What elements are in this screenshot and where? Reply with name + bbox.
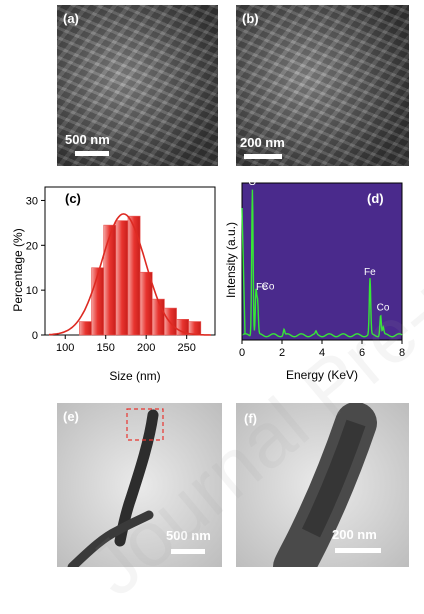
panel-label-d: (d)	[367, 191, 384, 206]
edx-x-axis-label: Energy (KeV)	[286, 368, 358, 382]
scale-text-a: 500 nm	[65, 132, 110, 147]
histogram-bar	[103, 224, 117, 336]
histogram-bar	[139, 271, 153, 336]
histogram-x-axis-label: Size (nm)	[109, 369, 160, 383]
edx-x-tick-label: 6	[359, 347, 365, 359]
histogram-y-tick-label: 0	[32, 330, 38, 342]
scale-text-e: 500 nm	[166, 528, 211, 543]
edx-x-tick-label: 2	[279, 347, 285, 359]
edx-y-axis-label: Intensity (a.u.)	[224, 222, 238, 298]
sem-image-b: (b) 200 nm	[236, 5, 409, 166]
scale-bar-f	[335, 548, 381, 553]
histogram-x-tick-label: 250	[177, 342, 195, 354]
histogram-bar	[127, 215, 141, 336]
edx-peak-label: Fe	[256, 282, 268, 293]
scale-bar-e	[171, 549, 205, 554]
panel-label-e: (e)	[63, 409, 79, 424]
edx-x-tick-label: 8	[399, 347, 405, 359]
edx-spectrum-line	[241, 189, 403, 338]
histogram-bar	[188, 321, 202, 336]
panel-label-b: (b)	[242, 11, 259, 26]
edx-peak-label: Co	[262, 282, 275, 293]
histogram-y-tick-label: 30	[26, 195, 38, 207]
histogram-bar	[164, 307, 177, 336]
edx-x-tick-label: 0	[239, 347, 245, 359]
histogram-bar	[79, 321, 92, 336]
edx-x-tick-label: 4	[319, 347, 325, 359]
histogram-bar	[151, 298, 165, 336]
panel-label-a: (a)	[63, 11, 79, 26]
nanofiber-shape	[67, 408, 164, 567]
scale-bar-b	[244, 154, 282, 159]
edx-plot-area	[241, 182, 403, 341]
tem-image-e: (e) 500 nm	[57, 403, 222, 567]
histogram-bar	[91, 267, 104, 336]
histogram-bar	[115, 220, 129, 336]
panel-label-f: (f)	[244, 411, 257, 426]
size-histogram: 100 150 200 250 0 10 20 30 (c) Size (nm) Percen…	[11, 186, 216, 383]
histogram-x-tick-label: 200	[137, 342, 155, 354]
scale-bar-a	[75, 151, 109, 156]
edx-peak-label: O	[248, 177, 256, 188]
edx-peak-label: Co	[377, 302, 390, 313]
gaussian-fit-curve	[48, 213, 212, 336]
nanofiber-closeup	[273, 403, 377, 567]
histogram-y-axis-label: Percentage (%)	[11, 228, 25, 311]
histogram-y-tick-label: 20	[26, 240, 38, 252]
scale-text-f: 200 nm	[332, 527, 377, 542]
edx-peak-label: Fe	[364, 267, 376, 278]
histogram-x-tick-label: 100	[56, 342, 74, 354]
sem-image-a: (a) 500 nm	[57, 5, 218, 166]
panel-label-c: (c)	[65, 191, 81, 206]
histogram-x-tick-label: 150	[97, 342, 115, 354]
scale-text-b: 200 nm	[240, 135, 285, 150]
tem-image-f: (f) 200 nm	[236, 403, 409, 567]
histogram-y-tick-label: 10	[26, 285, 38, 297]
